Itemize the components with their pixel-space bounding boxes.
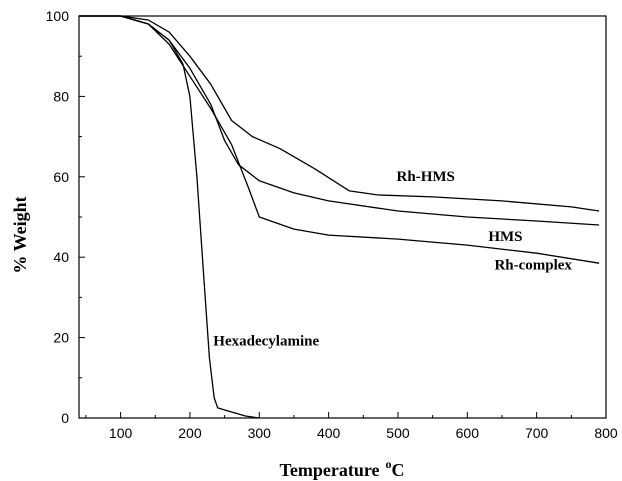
x-tick-label: 400 bbox=[317, 425, 341, 441]
series-labels: Rh-HMS HMS Rh-complex Hexadecylamine bbox=[213, 169, 572, 350]
y-tick-label: 100 bbox=[46, 8, 70, 24]
series-label-rh-hms: Rh-HMS bbox=[397, 169, 455, 185]
x-axis-unit-degree: o bbox=[385, 457, 391, 471]
series-label-hms: HMS bbox=[488, 229, 522, 245]
x-axis-unit-letter: C bbox=[391, 460, 404, 480]
series-line-rh-complex bbox=[79, 15, 600, 264]
x-tick-label: 700 bbox=[525, 425, 549, 441]
series-lines bbox=[79, 15, 600, 419]
x-axis-title: Temperature oC bbox=[280, 457, 405, 480]
x-tick-label: 500 bbox=[386, 425, 410, 441]
y-tick-label: 0 bbox=[61, 410, 69, 426]
y-tick-label: 20 bbox=[53, 330, 69, 346]
series-line-hexadecylamine bbox=[79, 15, 260, 419]
y-tick-label: 40 bbox=[53, 249, 69, 265]
x-tick-label: 300 bbox=[248, 425, 272, 441]
x-tick-label: 600 bbox=[456, 425, 480, 441]
series-label-hexadecylamine: Hexadecylamine bbox=[213, 334, 319, 350]
series-label-rh-complex: Rh-complex bbox=[494, 257, 572, 273]
x-tick-label: 200 bbox=[178, 425, 202, 441]
plot-frame bbox=[78, 15, 607, 419]
series-line-hms bbox=[79, 15, 600, 226]
y-tick-label: 60 bbox=[53, 169, 69, 185]
x-tick-label: 100 bbox=[109, 425, 133, 441]
axes: 100 200 300 400 500 600 700 800 0 20 40 60 80 100 bbox=[46, 8, 618, 441]
x-tick-label: 800 bbox=[594, 425, 618, 441]
series-line-rh-hms bbox=[79, 15, 600, 212]
y-axis-title: % Weight bbox=[10, 196, 30, 273]
y-tick-label: 80 bbox=[53, 88, 69, 104]
